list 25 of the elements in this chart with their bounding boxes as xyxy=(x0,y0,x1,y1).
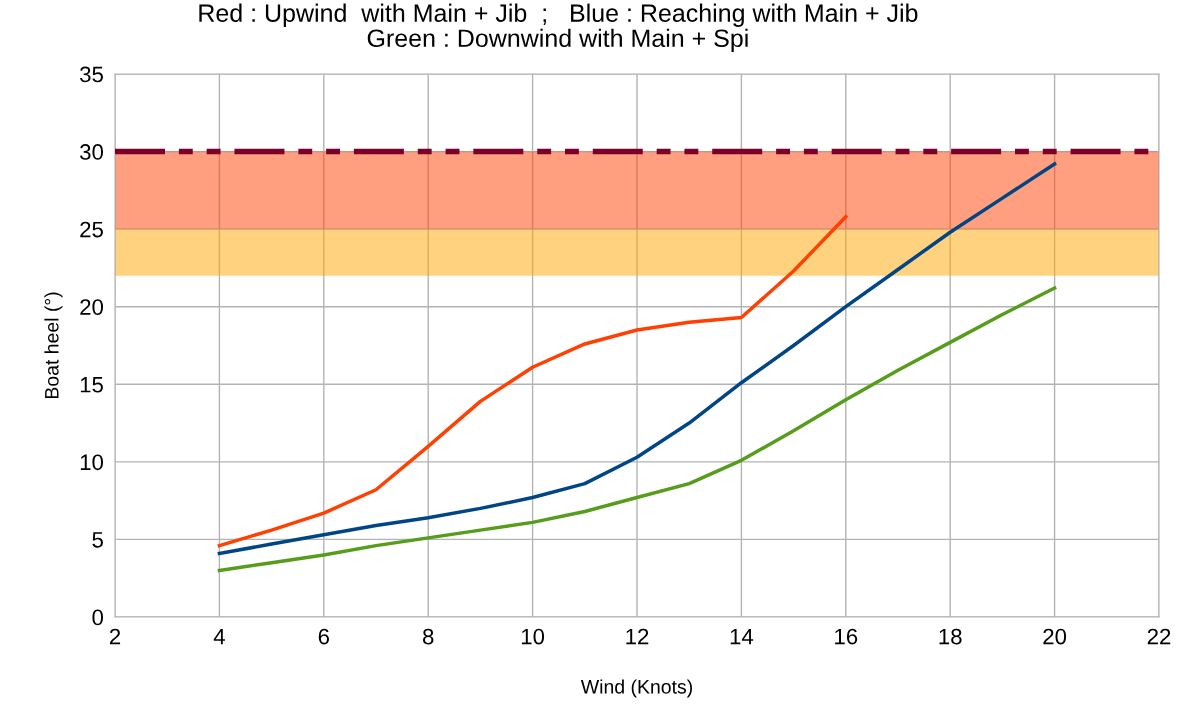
x-tick-label: 18 xyxy=(939,628,962,645)
line-series xyxy=(217,162,1057,556)
x-tick-label: 6 xyxy=(318,628,329,645)
x-tick-label: 4 xyxy=(213,628,225,645)
line-series xyxy=(217,286,1057,573)
chart-title: Red : Upwind with Main + Jib ; Blue : Reaching with Main + Jib Green : Downwind with Main + Spi xyxy=(199,3,918,53)
y-tick-label: 15 xyxy=(80,377,103,393)
y-tick-label: 5 xyxy=(92,532,103,548)
y-tick-label: 25 xyxy=(80,221,103,238)
y-tick-label: 20 xyxy=(80,299,104,315)
x-axis-title: Wind (Knots) xyxy=(580,679,692,698)
x-tick-label: 10 xyxy=(521,628,545,645)
x-tick-label: 16 xyxy=(835,628,858,645)
y-tick-label: 35 xyxy=(80,66,103,83)
y-tick-label: 0 xyxy=(92,609,104,626)
x-tick-label: 22 xyxy=(1147,628,1171,645)
line-series xyxy=(217,214,848,548)
x-tick-label: 14 xyxy=(730,628,754,645)
y-tick-label: 30 xyxy=(80,144,104,160)
x-tick-label: 12 xyxy=(626,628,649,645)
y-tick-label: 10 xyxy=(80,454,104,471)
y-axis-title: Boat heel (°) xyxy=(44,292,63,399)
x-tick-label: 20 xyxy=(1043,628,1067,645)
x-tick-label: 8 xyxy=(422,628,434,645)
x-tick-label: 2 xyxy=(109,628,121,645)
